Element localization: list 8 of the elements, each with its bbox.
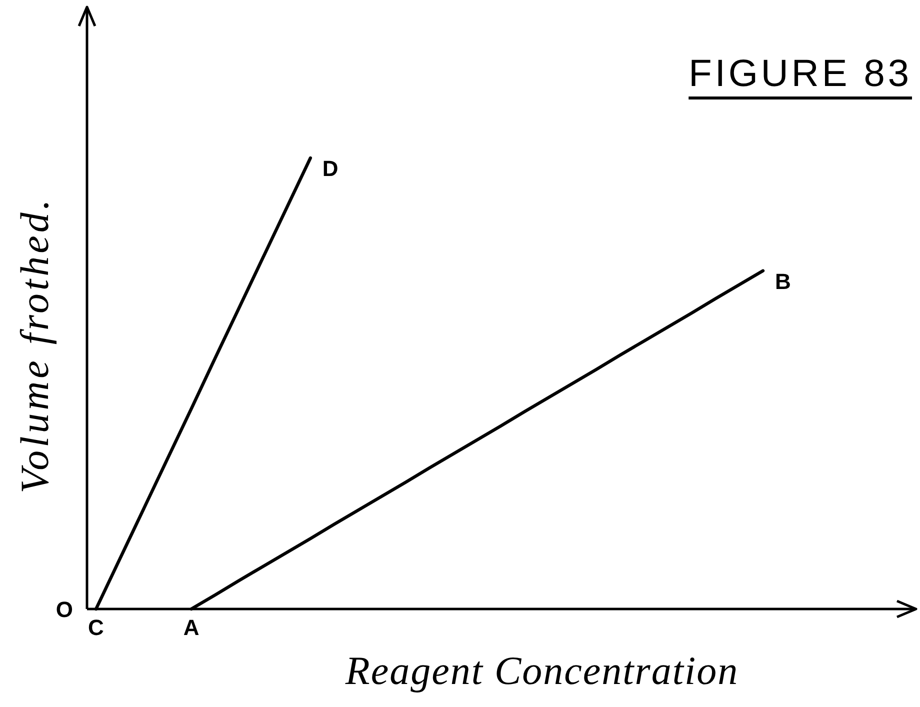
x-axis-title: Reagent Concentration [344,648,739,693]
x-tick-label: C [88,615,104,640]
y-axis-title: Volume frothed. [12,196,57,494]
x-tick-label: A [183,615,200,640]
series-label: D [322,156,338,181]
text: O [56,597,73,622]
series-label: B [775,268,791,294]
chart-title: FIGURE 83 [688,53,912,95]
